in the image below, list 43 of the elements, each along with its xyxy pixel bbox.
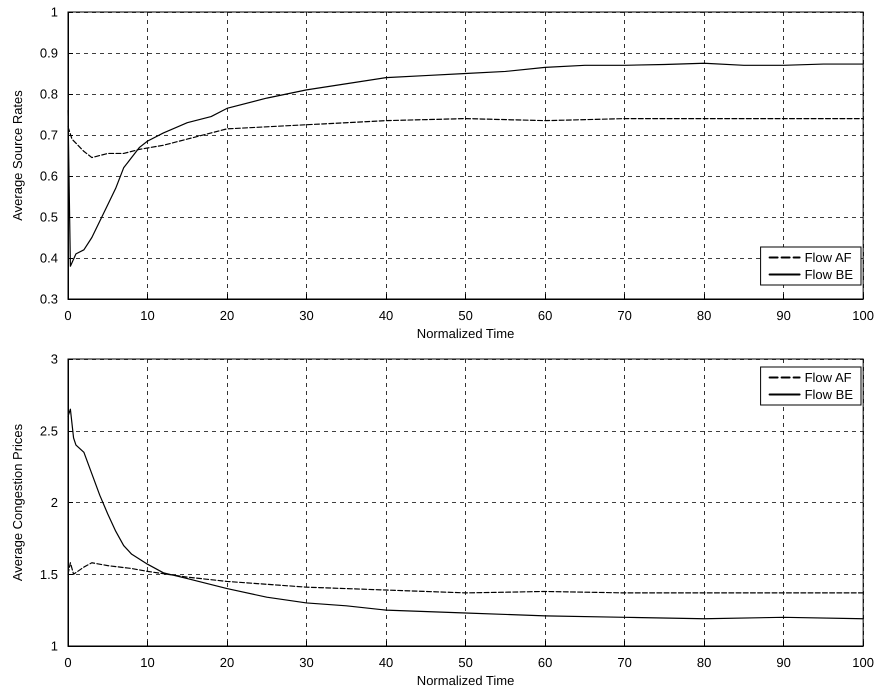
legend-label: Flow AF (804, 370, 852, 385)
y-tick-label: 0.5 (40, 210, 58, 224)
x-tick-label: 0 (64, 655, 72, 670)
legend-label: Flow BE (804, 267, 854, 282)
x-tick-label: 50 (458, 655, 473, 670)
y-tick-label: 3 (50, 352, 58, 366)
y-tick-label: 1.5 (40, 566, 58, 582)
legend-label: Flow AF (804, 250, 852, 265)
x-tick-label: 100 (852, 308, 874, 323)
x-tick-label: 40 (378, 655, 394, 670)
y-tick-label: 1 (50, 638, 58, 654)
x-tick-label: 50 (458, 308, 473, 323)
x-tick-label: 60 (538, 655, 552, 670)
y-axis-title: Average Source Rates (10, 90, 25, 221)
x-tick-label: 70 (617, 308, 632, 323)
y-tick-label: 0.3 (40, 292, 58, 306)
x-tick-label: 70 (617, 655, 632, 670)
legend-label: Flow BE (804, 387, 854, 402)
y-tick-label: 1 (50, 4, 58, 20)
x-tick-label: 80 (696, 308, 712, 323)
x-tick-label: 100 (852, 655, 874, 670)
x-tick-label: 30 (299, 655, 314, 670)
y-tick-label: 0.8 (40, 86, 58, 102)
x-tick-label: 0 (64, 308, 72, 323)
x-tick-label: 20 (220, 655, 234, 670)
x-axis-title: Normalized Time (416, 326, 514, 341)
y-tick-label: 2.5 (40, 423, 58, 438)
x-tick-label: 60 (538, 308, 552, 323)
x-tick-label: 10 (140, 655, 155, 670)
x-tick-label: 20 (220, 308, 234, 323)
x-tick-label: 10 (140, 308, 155, 323)
y-tick-label: 0.7 (40, 128, 58, 142)
y-tick-label: 0.4 (40, 250, 58, 266)
y-tick-label: 0.6 (40, 168, 58, 184)
y-tick-label: 0.9 (40, 46, 58, 60)
y-axis-title: Average Congestion Prices (10, 423, 25, 582)
x-axis-title: Normalized Time (416, 672, 514, 688)
x-tick-label: 90 (776, 655, 791, 670)
x-tick-label: 80 (696, 655, 712, 670)
x-tick-label: 40 (378, 308, 394, 323)
x-tick-label: 30 (299, 308, 314, 323)
x-tick-label: 90 (776, 308, 791, 323)
y-tick-label: 2 (50, 495, 58, 510)
